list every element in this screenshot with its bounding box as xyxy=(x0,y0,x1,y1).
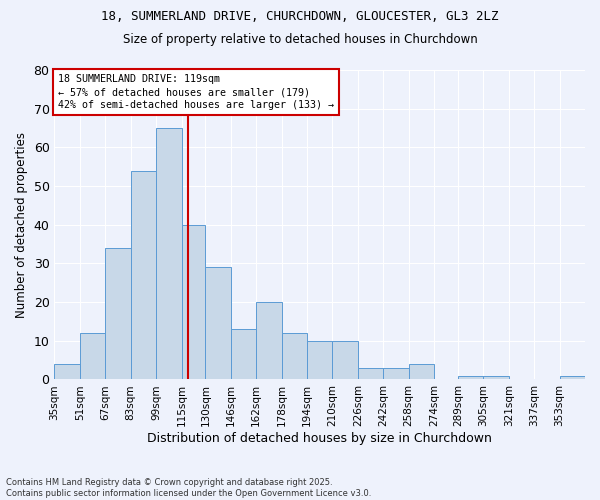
Bar xyxy=(307,341,332,380)
Bar xyxy=(231,329,256,380)
Text: Contains HM Land Registry data © Crown copyright and database right 2025.
Contai: Contains HM Land Registry data © Crown c… xyxy=(6,478,371,498)
Bar xyxy=(55,364,80,380)
Bar xyxy=(358,368,383,380)
Bar xyxy=(256,302,281,380)
Bar xyxy=(484,376,509,380)
Text: Size of property relative to detached houses in Churchdown: Size of property relative to detached ho… xyxy=(122,32,478,46)
Bar xyxy=(409,364,434,380)
Bar xyxy=(131,170,156,380)
Bar xyxy=(560,376,585,380)
Bar xyxy=(182,224,205,380)
Bar xyxy=(80,333,105,380)
X-axis label: Distribution of detached houses by size in Churchdown: Distribution of detached houses by size … xyxy=(147,432,492,445)
Bar xyxy=(332,341,358,380)
Bar xyxy=(205,268,231,380)
Bar xyxy=(281,333,307,380)
Bar xyxy=(156,128,182,380)
Bar xyxy=(383,368,409,380)
Bar xyxy=(458,376,484,380)
Text: 18, SUMMERLAND DRIVE, CHURCHDOWN, GLOUCESTER, GL3 2LZ: 18, SUMMERLAND DRIVE, CHURCHDOWN, GLOUCE… xyxy=(101,10,499,23)
Bar xyxy=(105,248,131,380)
Text: 18 SUMMERLAND DRIVE: 119sqm
← 57% of detached houses are smaller (179)
42% of se: 18 SUMMERLAND DRIVE: 119sqm ← 57% of det… xyxy=(58,74,334,110)
Y-axis label: Number of detached properties: Number of detached properties xyxy=(15,132,28,318)
